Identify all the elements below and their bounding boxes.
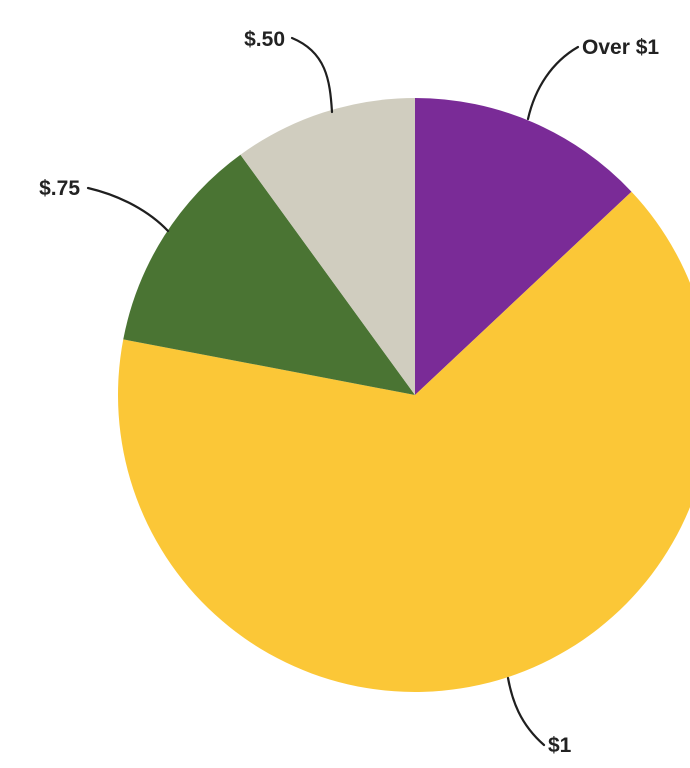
leader-line xyxy=(506,676,546,747)
slice-labels: Over $1 $1 $.75 $.50 xyxy=(39,28,659,757)
pie-slice xyxy=(123,154,415,395)
slice-label: Over $1 xyxy=(582,36,659,59)
pie-slice xyxy=(118,191,690,692)
leader-line xyxy=(526,45,580,121)
pie-slice xyxy=(240,98,415,395)
label-leaders xyxy=(86,36,580,747)
leader-line xyxy=(290,36,334,114)
pie-slice xyxy=(415,98,632,395)
pie-slices xyxy=(118,98,690,692)
leader-line xyxy=(86,186,170,233)
slice-label: $.50 xyxy=(244,28,285,51)
slice-label: $.75 xyxy=(39,177,80,200)
slice-label: $1 xyxy=(548,734,572,757)
